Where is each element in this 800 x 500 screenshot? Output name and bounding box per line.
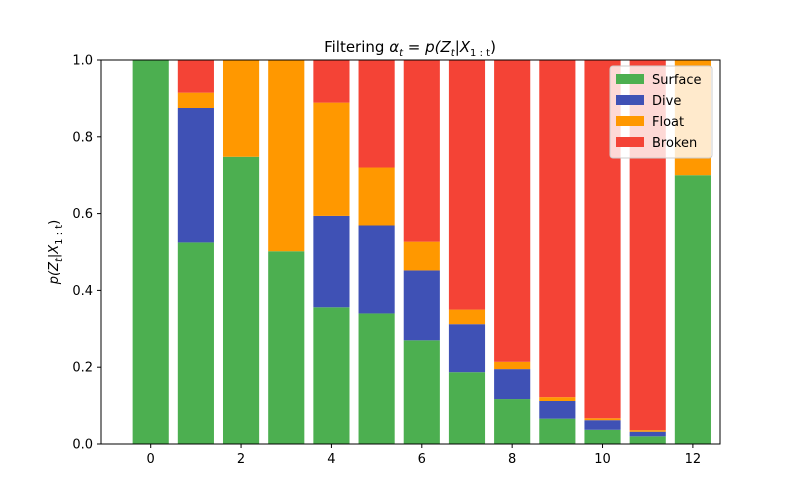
bar-broken-1 — [177, 60, 214, 93]
bar-surface-10 — [584, 429, 621, 444]
x-tick-label: 10 — [594, 452, 611, 467]
x-tick-label: 2 — [237, 452, 245, 467]
bar-dive-6 — [403, 270, 440, 341]
legend-label-float: Float — [652, 115, 684, 130]
axes-layer: 0 2 4 6 8 10 12 0.0 0.2 0.4 0.6 0.8 1.0 — [72, 54, 721, 467]
bar-float-5 — [358, 167, 395, 226]
y-tick-label: 0.2 — [72, 361, 93, 376]
legend-swatch-surface — [616, 74, 644, 84]
bar-dive-8 — [494, 369, 531, 400]
bar-float-9 — [539, 397, 576, 401]
bar-surface-8 — [494, 399, 531, 444]
bar-surface-0 — [132, 60, 169, 444]
bar-float-4 — [313, 102, 350, 216]
bar-surface-1 — [177, 242, 214, 444]
bar-surface-6 — [403, 340, 440, 444]
bar-float-6 — [403, 241, 440, 271]
bar-float-3 — [268, 60, 305, 252]
bar-broken-9 — [539, 60, 576, 398]
bar-float-2 — [222, 60, 260, 157]
x-tick-label: 6 — [418, 452, 426, 467]
bar-float-11 — [629, 430, 666, 432]
bar-float-8 — [494, 361, 531, 370]
x-tick-label: 0 — [147, 452, 155, 467]
bar-broken-5 — [358, 60, 395, 168]
bar-broken-6 — [403, 60, 440, 242]
bar-surface-4 — [313, 307, 350, 444]
bar-broken-4 — [313, 60, 350, 103]
bar-float-10 — [584, 418, 621, 421]
y-tick-label: 1.0 — [72, 54, 93, 69]
x-tick-label: 12 — [685, 452, 702, 467]
legend-swatch-float — [616, 116, 644, 126]
x-tick-label: 4 — [327, 452, 335, 467]
bar-surface-9 — [539, 418, 576, 444]
legend-label-surface: Surface — [652, 73, 702, 88]
bar-surface-3 — [268, 251, 305, 444]
legend-swatch-broken — [616, 137, 644, 147]
bar-broken-8 — [494, 60, 531, 362]
y-tick-label: 0.0 — [72, 438, 93, 453]
bar-surface-12 — [674, 175, 711, 444]
x-tick-label: 8 — [508, 452, 516, 467]
bar-dive-10 — [584, 420, 621, 430]
bar-dive-5 — [358, 225, 395, 314]
y-tick-label: 0.4 — [72, 284, 93, 299]
bar-dive-7 — [448, 324, 486, 373]
legend: Surface Dive Float Broken — [609, 65, 713, 159]
bar-broken-7 — [448, 60, 486, 310]
legend-label-broken: Broken — [652, 136, 697, 151]
y-tick-label: 0.8 — [72, 130, 93, 145]
bar-surface-2 — [222, 156, 260, 444]
bar-dive-11 — [629, 431, 666, 437]
bars-layer — [132, 60, 711, 444]
y-tick-label: 0.6 — [72, 207, 93, 222]
legend-swatch-dive — [616, 95, 644, 105]
bar-surface-7 — [448, 372, 486, 444]
bar-float-7 — [448, 309, 486, 325]
bar-dive-9 — [539, 400, 576, 419]
legend-box — [609, 65, 713, 159]
chart-title: Filtering αt = p(Zt|X1 : t) — [324, 38, 496, 59]
plot-frame — [100, 59, 721, 445]
bar-dive-4 — [313, 215, 350, 308]
bar-float-1 — [177, 92, 214, 108]
legend-label-dive: Dive — [652, 94, 681, 109]
y-axis-label: p(Zt|X1 : t) — [47, 220, 65, 286]
bar-surface-5 — [358, 313, 395, 444]
bar-surface-11 — [629, 436, 666, 444]
bar-dive-1 — [177, 108, 214, 243]
